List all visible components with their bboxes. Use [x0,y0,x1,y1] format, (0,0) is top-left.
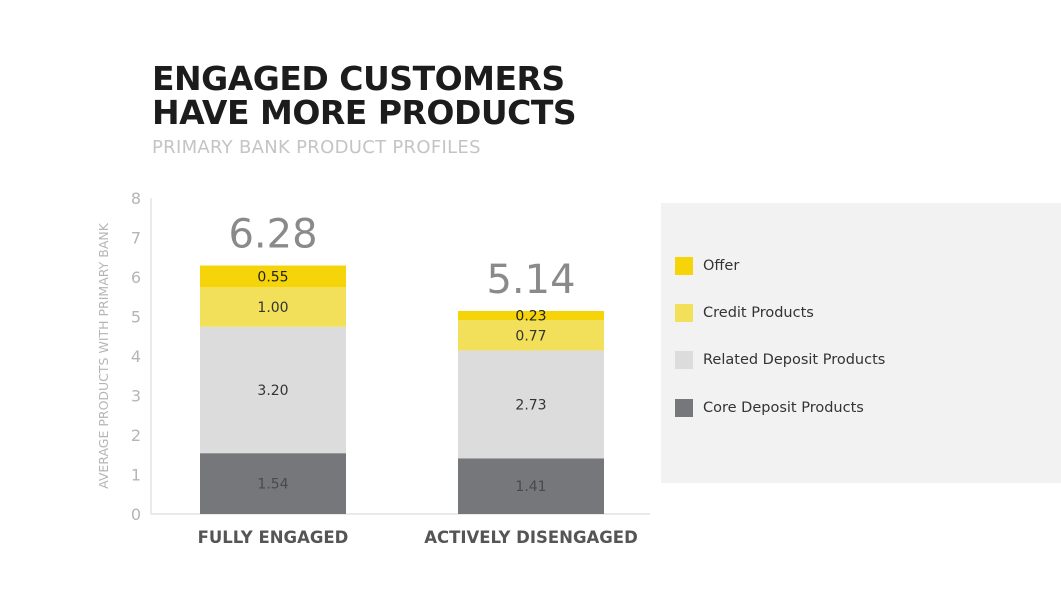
data-label-related-deposit-products: 3.20 [257,383,288,399]
legend: Offer Credit Products Related Deposit Pr… [661,203,1061,483]
data-label-offer: 0.23 [515,309,546,325]
bar-segment-credit-products [200,287,346,327]
bar-segment-offer [200,265,346,288]
y-tick-label: 4 [131,347,141,366]
y-axis-label: AVERAGE PRODUCTS WITH PRIMARY BANK [96,222,111,489]
legend-label-credit-products: Credit Products [703,305,814,321]
legend-item-credit-products: Credit Products [675,304,814,322]
x-category-label: FULLY ENGAGED [198,528,349,547]
bar-segment-related-deposit-products [458,350,604,459]
chart-subtitle: PRIMARY BANK PRODUCT PROFILES [152,137,481,158]
y-tick-label: 0 [131,505,141,524]
bar-segment-core-deposit-products [458,458,604,514]
legend-label-related-deposit-products: Related Deposit Products [703,352,886,368]
y-tick-label: 7 [131,229,141,248]
y-tick-label: 6 [131,268,141,287]
data-label-credit-products: 0.77 [515,328,546,344]
y-tick-label: 3 [131,387,141,406]
legend-item-core-deposit-products: Core Deposit Products [675,399,864,417]
legend-label-core-deposit-products: Core Deposit Products [703,400,864,416]
data-label-offer: 0.55 [257,269,288,285]
y-tick-label: 2 [131,426,141,445]
title-line-2: HAVE MORE PRODUCTS [152,93,577,132]
bar-segment-offer [458,310,604,321]
legend-label-offer: Offer [703,258,740,274]
total-label: 6.28 [228,212,317,258]
bar-segment-core-deposit-products [200,453,346,514]
legend-swatch-credit-products [675,304,693,322]
data-label-related-deposit-products: 2.73 [515,397,546,413]
y-tick-label: 5 [131,308,141,327]
total-label: 5.14 [486,257,575,303]
bar-segment-credit-products [458,320,604,351]
title-line-1: ENGAGED CUSTOMERS [152,59,565,98]
data-label-core-deposit-products: 1.41 [515,479,546,495]
legend-item-offer: Offer [675,257,739,275]
legend-swatch-core-deposit-products [675,399,693,417]
data-label-credit-products: 1.00 [257,300,288,316]
chart-title: ENGAGED CUSTOMERS HAVE MORE PRODUCTS [152,62,632,130]
legend-item-related-deposit-products: Related Deposit Products [675,351,885,369]
y-tick-label: 8 [131,189,141,208]
y-tick-label: 1 [131,466,141,485]
legend-swatch-offer [675,257,693,275]
x-category-label: ACTIVELY DISENGAGED [424,528,638,547]
data-label-core-deposit-products: 1.54 [257,477,288,493]
stacked-bar-chart: 0 1 2 3 4 5 6 7 8 AVERAGE PRODUCTS WITH PRIMARY B… [96,189,650,547]
legend-swatch-related-deposit-products [675,351,693,369]
bar-segment-related-deposit-products [200,326,346,454]
